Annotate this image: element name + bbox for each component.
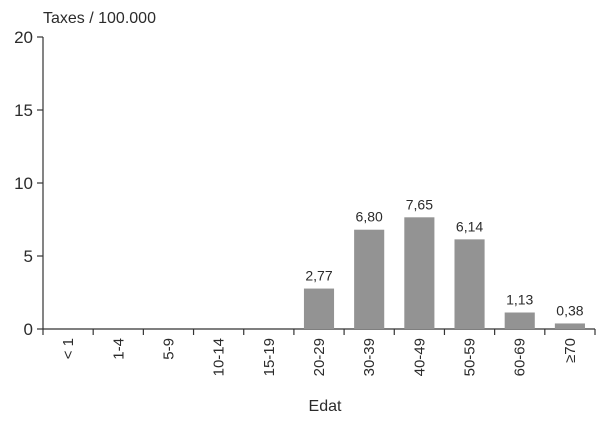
x-tick-label: 15-19 [261, 338, 278, 376]
data-label: 0,38 [556, 302, 583, 318]
y-tick-label: 15 [14, 101, 33, 120]
x-tick-label: 10-14 [211, 338, 228, 376]
bar [504, 312, 535, 329]
x-tick-label: 50-59 [462, 338, 479, 376]
data-label: 2,77 [305, 268, 332, 284]
y-tick-label: 20 [14, 28, 33, 47]
data-labels-group: 2,77 6,80 7,65 6,14 1,13 0,38 [305, 196, 583, 318]
x-tick-label: < 1 [60, 338, 77, 359]
x-tick-label: ≥70 [562, 338, 579, 363]
y-tick-label: 10 [14, 174, 33, 193]
data-label: 1,13 [506, 292, 533, 308]
bar [303, 288, 335, 329]
x-axis-title: Edat [309, 398, 342, 415]
x-tick-label: 60-69 [512, 338, 529, 376]
x-tick-label: 5-9 [160, 338, 177, 360]
y-tick-label: 5 [24, 247, 33, 266]
bars-group [303, 217, 585, 329]
bar [454, 239, 485, 329]
x-tick-label: 40-49 [411, 338, 428, 376]
bar [354, 229, 385, 329]
x-axis: < 1 1-4 5-9 10-14 15-19 20-29 30-39 40-49 50-59 6… [42, 328, 596, 376]
y-axis-title: Taxes / 100.000 [43, 10, 156, 27]
x-tick-label: 1-4 [110, 338, 127, 360]
bar [404, 217, 435, 329]
x-tick-label: 30-39 [361, 338, 378, 376]
data-label: 6,80 [356, 209, 383, 225]
bar [554, 323, 585, 329]
x-tick-label: 20-29 [311, 338, 328, 376]
y-axis: 0 5 10 15 20 [14, 28, 44, 339]
data-label: 6,14 [456, 218, 483, 234]
y-tick-label: 0 [24, 320, 33, 339]
data-label: 7,65 [406, 196, 433, 212]
